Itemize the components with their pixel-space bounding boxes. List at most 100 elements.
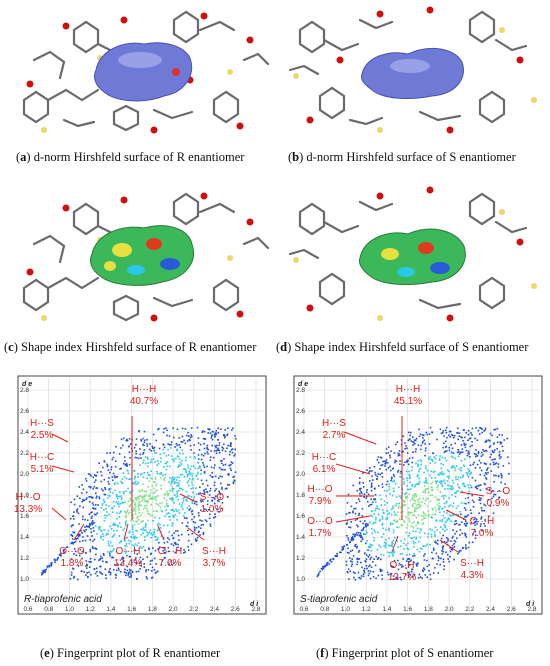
cloud-point	[413, 439, 416, 441]
cloud-point	[365, 560, 367, 563]
x-tick-label: 2.2	[189, 606, 198, 613]
cloud-point	[217, 477, 220, 479]
cloud-point	[210, 466, 213, 469]
cloud-point	[127, 500, 130, 503]
cloud-point	[134, 502, 136, 504]
cloud-point	[129, 504, 132, 506]
cloud-point	[389, 456, 391, 459]
cloud-point	[177, 466, 179, 468]
cloud-point	[195, 475, 198, 477]
spike-point	[91, 522, 93, 525]
cloud-point	[397, 507, 400, 509]
cloud-point	[155, 510, 157, 512]
cloud-point	[203, 470, 206, 473]
cloud-point	[88, 513, 91, 516]
cloud-point	[197, 454, 200, 456]
cloud-point	[455, 520, 457, 522]
cloud-point	[378, 508, 380, 511]
cloud-point	[429, 474, 432, 477]
spike-point	[79, 534, 81, 537]
cloud-point	[134, 504, 136, 506]
cloud-point	[85, 563, 88, 566]
spike-point	[91, 520, 94, 522]
cloud-point	[358, 558, 361, 560]
cloud-point	[408, 473, 411, 476]
cloud-point	[135, 497, 138, 499]
cloud-point	[201, 520, 203, 522]
cloud-point	[114, 563, 116, 566]
cloud-point	[363, 533, 365, 535]
annotation-label: S···H	[460, 558, 484, 569]
cloud-point	[159, 477, 162, 479]
cloud-point	[493, 442, 495, 444]
cloud-point	[152, 498, 154, 500]
cloud-point	[421, 519, 423, 521]
cloud-point	[178, 458, 181, 461]
cloud-point	[140, 547, 143, 549]
cloud-point	[202, 523, 204, 526]
cloud-point	[128, 532, 131, 534]
cloud-point	[122, 444, 124, 447]
cloud-point	[176, 493, 178, 495]
cloud-point	[154, 478, 157, 480]
cloud-point	[123, 456, 126, 459]
cloud-point	[91, 546, 94, 548]
cloud-point	[169, 498, 172, 500]
spike-point	[88, 525, 90, 528]
cloud-point	[388, 512, 391, 514]
cloud-point	[128, 555, 131, 558]
cloud-point	[173, 510, 176, 512]
cloud-point	[162, 444, 165, 446]
cloud-point	[215, 452, 218, 455]
cloud-point	[418, 483, 421, 485]
cloud-point	[104, 514, 106, 517]
cloud-point	[428, 433, 431, 435]
cloud-point	[137, 542, 140, 544]
cloud-point	[106, 464, 109, 467]
cloud-point	[478, 499, 480, 501]
cloud-point	[167, 448, 169, 451]
cloud-point	[135, 450, 137, 453]
cloud-point	[407, 511, 410, 514]
cloud-point	[135, 537, 138, 539]
cloud-point	[220, 482, 222, 485]
cloud-point	[93, 485, 96, 488]
cloud-point	[175, 530, 177, 532]
cloud-point	[365, 564, 368, 567]
cloud-point	[426, 488, 429, 490]
spike-point	[54, 559, 57, 562]
cloud-point	[205, 479, 208, 482]
cloud-point	[485, 450, 488, 452]
cloud-point	[451, 434, 454, 437]
cloud-point	[106, 452, 108, 454]
fingerprint-plot-r: 0.6 0.8 1.0 1.2 1.4 1.6 1.8 2.0 2.2 2.4 2.6 2.8 2.8 2…	[4, 370, 272, 632]
cloud-point	[484, 449, 487, 452]
cloud-point	[140, 533, 143, 536]
cloud-point	[483, 482, 486, 485]
cloud-point	[431, 486, 433, 489]
cloud-point	[131, 524, 134, 527]
cloud-point	[167, 505, 169, 507]
cloud-point	[366, 567, 368, 570]
cloud-point	[149, 563, 152, 566]
cloud-point	[377, 513, 380, 516]
cloud-point	[367, 565, 370, 568]
cloud-point	[350, 520, 353, 523]
cloud-point	[415, 448, 417, 450]
cloud-point	[159, 453, 162, 456]
cloud-point	[465, 547, 468, 550]
annotation-label: H···S	[322, 418, 346, 429]
cloud-point	[151, 534, 154, 536]
annotation-value: 6.1%	[313, 464, 336, 475]
cloud-point	[215, 495, 217, 498]
cloud-point	[96, 512, 99, 515]
cloud-point	[85, 480, 88, 482]
cloud-point	[385, 468, 388, 471]
spike-point	[44, 569, 46, 572]
cloud-point	[109, 550, 111, 553]
cloud-point	[71, 535, 74, 538]
cloud-point	[398, 450, 401, 452]
cloud-point	[79, 548, 82, 551]
cloud-point	[195, 487, 197, 490]
cloud-point	[404, 573, 407, 576]
